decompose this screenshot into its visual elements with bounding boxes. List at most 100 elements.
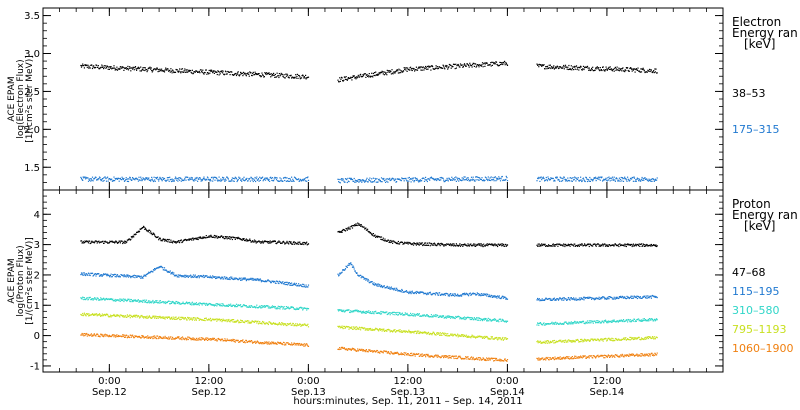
data-point <box>248 178 250 180</box>
data-point <box>89 67 91 69</box>
data-point <box>480 293 482 295</box>
data-point <box>177 276 179 278</box>
data-point <box>355 310 357 312</box>
data-point <box>393 240 395 242</box>
data-point <box>273 305 275 308</box>
data-point <box>122 241 124 243</box>
data-point <box>506 298 509 300</box>
data-point <box>143 225 145 227</box>
data-point <box>167 179 169 181</box>
data-point <box>367 75 369 77</box>
data-point <box>139 179 141 182</box>
data-point <box>647 180 650 182</box>
data-point <box>383 177 385 180</box>
data-point <box>295 282 297 285</box>
data-point <box>114 69 116 71</box>
data-point <box>264 280 267 282</box>
data-point <box>399 312 401 314</box>
data-point <box>272 74 274 76</box>
data-point <box>184 176 186 178</box>
data-point <box>241 279 243 281</box>
data-point <box>149 66 151 68</box>
data-point <box>304 242 306 244</box>
data-point <box>651 180 653 182</box>
data-point <box>455 176 457 178</box>
data-point <box>415 243 417 245</box>
data-point <box>419 292 421 294</box>
data-point <box>473 317 475 319</box>
data-point <box>219 236 221 239</box>
data-point <box>253 73 256 76</box>
data-point <box>242 239 245 241</box>
data-point <box>84 176 86 178</box>
data-point <box>209 178 211 181</box>
data-point <box>298 180 300 182</box>
data-point <box>585 321 587 323</box>
data-point <box>240 238 242 240</box>
data-point <box>152 232 155 234</box>
data-point <box>240 179 242 181</box>
data-point <box>398 178 401 180</box>
data-point <box>481 177 483 179</box>
data-point <box>584 243 586 245</box>
data-point <box>472 64 474 66</box>
data-point <box>145 301 147 303</box>
data-point <box>434 68 436 70</box>
data-point <box>613 179 615 181</box>
data-point <box>393 71 395 73</box>
data-point <box>209 236 211 238</box>
data-point <box>251 177 253 179</box>
data-point <box>293 243 296 245</box>
data-point <box>490 296 492 298</box>
data-point <box>360 277 362 279</box>
data-point <box>468 244 470 246</box>
data-point <box>564 243 567 245</box>
data-point <box>414 180 416 182</box>
data-point <box>554 299 556 301</box>
data-point <box>645 319 647 321</box>
data-point <box>101 298 103 300</box>
data-point <box>84 64 86 66</box>
data-point <box>387 313 390 315</box>
data-point <box>274 306 276 308</box>
data-point <box>238 75 240 77</box>
data-point <box>245 74 247 76</box>
data-point <box>191 69 193 71</box>
data-point <box>215 235 217 237</box>
data-point <box>98 299 100 301</box>
data-point <box>394 314 396 316</box>
data-point <box>149 232 151 234</box>
data-point <box>572 323 574 325</box>
data-point <box>624 71 626 73</box>
data-point <box>466 177 468 179</box>
data-point <box>541 179 543 181</box>
data-point <box>404 312 406 314</box>
data-point <box>452 178 455 180</box>
data-point <box>249 239 251 242</box>
data-point <box>369 177 371 179</box>
data-point <box>196 70 198 72</box>
data-point <box>462 66 464 68</box>
data-point <box>234 306 236 308</box>
data-point <box>110 66 112 68</box>
data-point <box>85 314 87 316</box>
data-point <box>455 315 457 318</box>
data-point <box>635 320 637 322</box>
data-point <box>450 179 452 181</box>
data-point <box>82 240 84 243</box>
data-point <box>387 71 389 73</box>
data-point <box>497 177 499 179</box>
data-point <box>247 180 249 182</box>
data-point <box>349 311 351 314</box>
data-point <box>213 72 215 74</box>
data-point <box>249 278 251 280</box>
data-point <box>480 245 482 247</box>
data-point <box>640 319 643 321</box>
data-point <box>275 76 278 78</box>
data-point <box>257 179 259 181</box>
data-point <box>208 73 210 75</box>
data-point <box>174 71 177 73</box>
data-point <box>118 276 120 278</box>
data-point <box>597 67 600 69</box>
data-point <box>282 281 284 283</box>
